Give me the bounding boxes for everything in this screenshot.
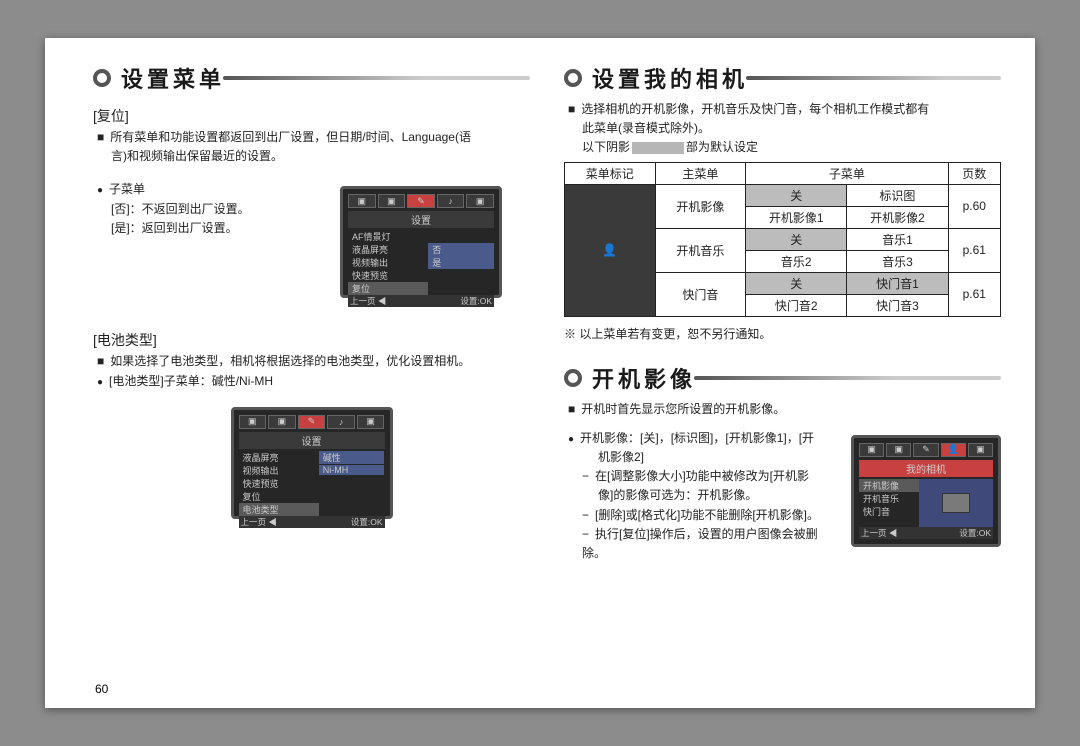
tab-icon: ▣ xyxy=(239,415,267,429)
tab-icon: ▣ xyxy=(268,415,296,429)
bullet-icon xyxy=(564,369,582,387)
page-number: 60 xyxy=(95,682,108,696)
section-header-settings-menu: 设置菜单 xyxy=(93,62,530,94)
battery-sub: [电池类型]子菜单：碱性/Ni-MH xyxy=(97,372,530,391)
submenu-label: 子菜单 xyxy=(97,180,328,199)
start-l2a: 开机影像：[关]，[标识图]，[开机影像1]，[开 xyxy=(568,429,841,448)
bullet-icon xyxy=(93,69,111,87)
cell: 音乐3 xyxy=(847,250,948,272)
th-main: 主菜单 xyxy=(655,162,746,184)
tab-icon: 👤 xyxy=(941,443,966,457)
header-line xyxy=(694,376,1001,380)
section-title: 设置菜单 xyxy=(121,62,225,94)
thumb-icon xyxy=(942,493,970,513)
reset-desc-l2: 言)和视频输出保留最近的设置。 xyxy=(111,147,530,166)
battery-heading: [电池类型] xyxy=(93,330,530,350)
lcd-title: 我的相机 xyxy=(859,460,993,477)
tab-icon: ▣ xyxy=(348,194,376,208)
intro-l1: 选择相机的开机影像，开机音乐及快门音，每个相机工作模式都有 xyxy=(568,100,1001,119)
cell: 关 xyxy=(746,272,847,294)
tab-icon: ♪ xyxy=(437,194,465,208)
cell: p.61 xyxy=(948,228,1001,272)
start-l1: 开机时首先显示您所设置的开机影像。 xyxy=(568,400,1001,419)
header-line xyxy=(746,76,1001,80)
menu-table: 菜单标记 主菜单 子菜单 页数 👤 开机影像 关 标识图 p.60 开机影像1 … xyxy=(564,162,1001,317)
cell: 快门音 xyxy=(655,272,746,316)
tab-icon: ✎ xyxy=(407,194,435,208)
cell: 快门音3 xyxy=(847,294,948,316)
start-li3: 执行[复位]操作后，设置的用户图像会被删除。 xyxy=(582,525,841,563)
lcd-title: 设置 xyxy=(348,211,494,228)
cell: 关 xyxy=(746,184,847,206)
cell: 开机影像2 xyxy=(847,206,948,228)
tab-icon: ▣ xyxy=(968,443,993,457)
tab-icon: ▣ xyxy=(859,443,884,457)
tab-icon: ✎ xyxy=(298,415,326,429)
start-li1a: 在[调整影像大小]功能中被修改为[开机影 xyxy=(582,467,841,486)
cell: 开机音乐 xyxy=(655,228,746,272)
tab-icon: ▣ xyxy=(466,194,494,208)
lcd-title: 设置 xyxy=(239,432,385,449)
tab-icon: ▣ xyxy=(378,194,406,208)
cell: 快门音1 xyxy=(847,272,948,294)
battery-desc: 如果选择了电池类型，相机将根据选择的电池类型，优化设置相机。 xyxy=(97,352,530,371)
tab-icon: ▣ xyxy=(886,443,911,457)
reset-desc-l1: 所有菜单和功能设置都返回到出厂设置，但日期/时间、Language(语 xyxy=(97,128,530,147)
tab-icon: ▣ xyxy=(357,415,385,429)
right-column: 设置我的相机 选择相机的开机影像，开机音乐及快门音，每个相机工作模式都有 此菜单… xyxy=(564,62,1001,692)
section-header-startimage: 开机影像 xyxy=(564,362,1001,394)
left-column: 设置菜单 [复位] 所有菜单和功能设置都返回到出厂设置，但日期/时间、Langu… xyxy=(93,62,530,692)
cell: 开机影像1 xyxy=(746,206,847,228)
th-mark: 菜单标记 xyxy=(565,162,656,184)
submenu-yes: [是]：返回到出厂设置。 xyxy=(111,219,328,238)
lcd-preview-reset: ▣ ▣ ✎ ♪ ▣ 设置 AF情景灯 液晶屏亮否 视频输出是 快速预览 复位 上… xyxy=(340,186,502,298)
menu-mark-icon: 👤 xyxy=(565,184,656,316)
th-sub: 子菜单 xyxy=(746,162,948,184)
table-note: ※ 以上菜单若有变更，恕不另行通知。 xyxy=(564,325,1001,342)
reset-heading: [复位] xyxy=(93,106,530,126)
cell: 音乐1 xyxy=(847,228,948,250)
th-page: 页数 xyxy=(948,162,1001,184)
shade-sample xyxy=(632,142,684,154)
start-li1b: 像]的影像可选为：开机影像。 xyxy=(598,486,841,505)
cell: 关 xyxy=(746,228,847,250)
submenu-no: [否]：不返回到出厂设置。 xyxy=(111,200,328,219)
cell: p.60 xyxy=(948,184,1001,228)
lcd-preview-startimage: ▣ ▣ ✎ 👤 ▣ 我的相机 开机影像 开机音乐 快门音 xyxy=(851,435,1001,547)
bullet-icon xyxy=(564,69,582,87)
cell: 快门音2 xyxy=(746,294,847,316)
cell: p.61 xyxy=(948,272,1001,316)
intro-l2: 此菜单(录音模式除外)。 xyxy=(582,119,1001,138)
header-line xyxy=(223,76,530,80)
cell: 音乐2 xyxy=(746,250,847,272)
manual-page: 设置菜单 [复位] 所有菜单和功能设置都返回到出厂设置，但日期/时间、Langu… xyxy=(45,38,1035,708)
intro-l3: 以下阴影部为默认设定 xyxy=(582,138,1001,157)
section-title: 开机影像 xyxy=(592,362,696,394)
start-l2b: 机影像2] xyxy=(598,448,841,467)
cell: 标识图 xyxy=(847,184,948,206)
tab-icon: ✎ xyxy=(913,443,938,457)
start-li2: [删除]或[格式化]功能不能删除[开机影像]。 xyxy=(582,506,841,525)
cell: 开机影像 xyxy=(655,184,746,228)
section-title: 设置我的相机 xyxy=(592,62,748,94)
section-header-mycamera: 设置我的相机 xyxy=(564,62,1001,94)
tab-icon: ♪ xyxy=(327,415,355,429)
lcd-preview-battery: ▣ ▣ ✎ ♪ ▣ 设置 液晶屏亮碱性 视频输出Ni-MH 快速预览 复位 电池… xyxy=(231,407,393,519)
